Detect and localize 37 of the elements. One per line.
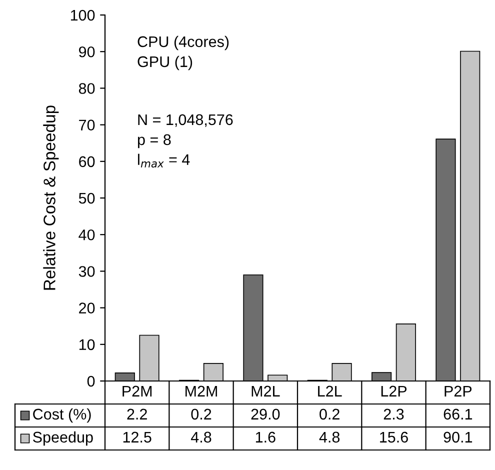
y-tick-label: 80 <box>78 83 95 94</box>
y-tick-label: 100 <box>70 10 95 21</box>
y-tick-label: 50 <box>78 192 95 204</box>
legend-label: Cost (%) <box>33 408 91 423</box>
data-label: 1.6 <box>256 432 276 443</box>
data-label: 4.8 <box>190 432 212 443</box>
annotation: GPU (1) <box>138 56 192 70</box>
y-tick-label: 10 <box>79 339 95 350</box>
x-tick-label: L2L <box>318 386 342 396</box>
x-tick-label: L2P <box>381 386 407 396</box>
y-axis-title: Relative Cost & Speedup <box>43 106 59 290</box>
data-label: 0.2 <box>320 408 340 420</box>
annotation: CPU (4cores) <box>138 36 229 50</box>
data-label: 4.8 <box>319 432 340 443</box>
data-label: 90.1 <box>444 432 472 443</box>
y-tick-label: 90 <box>79 46 95 58</box>
x-tick-label: M2M <box>186 386 217 396</box>
data-label: 12.5 <box>123 432 152 443</box>
annotation: N = 1,048,576 <box>138 114 233 127</box>
x-tick-label: P2P <box>444 386 472 396</box>
x-tick-label: P2M <box>122 386 152 396</box>
y-tick-label: 60 <box>79 156 95 168</box>
x-tick-label: M2L <box>252 386 280 396</box>
y-tick-label: 0 <box>87 376 95 387</box>
data-label: 29.0 <box>251 408 280 420</box>
data-label: 2.3 <box>384 408 404 420</box>
data-label: 15.6 <box>380 432 408 443</box>
y-tick-label: 20 <box>79 302 95 314</box>
y-tick-label: 70 <box>79 120 95 130</box>
annotation: l$_{max}$ = 4 <box>138 154 190 168</box>
data-label: 2.2 <box>127 408 147 420</box>
annotation: p = 8 <box>138 134 171 148</box>
data-label: 0.2 <box>191 408 212 420</box>
legend-label: Speedup <box>33 431 93 446</box>
data-label: 66.1 <box>444 408 472 420</box>
y-tick-label: 40 <box>78 229 95 240</box>
y-tick-label: 30 <box>78 266 95 277</box>
